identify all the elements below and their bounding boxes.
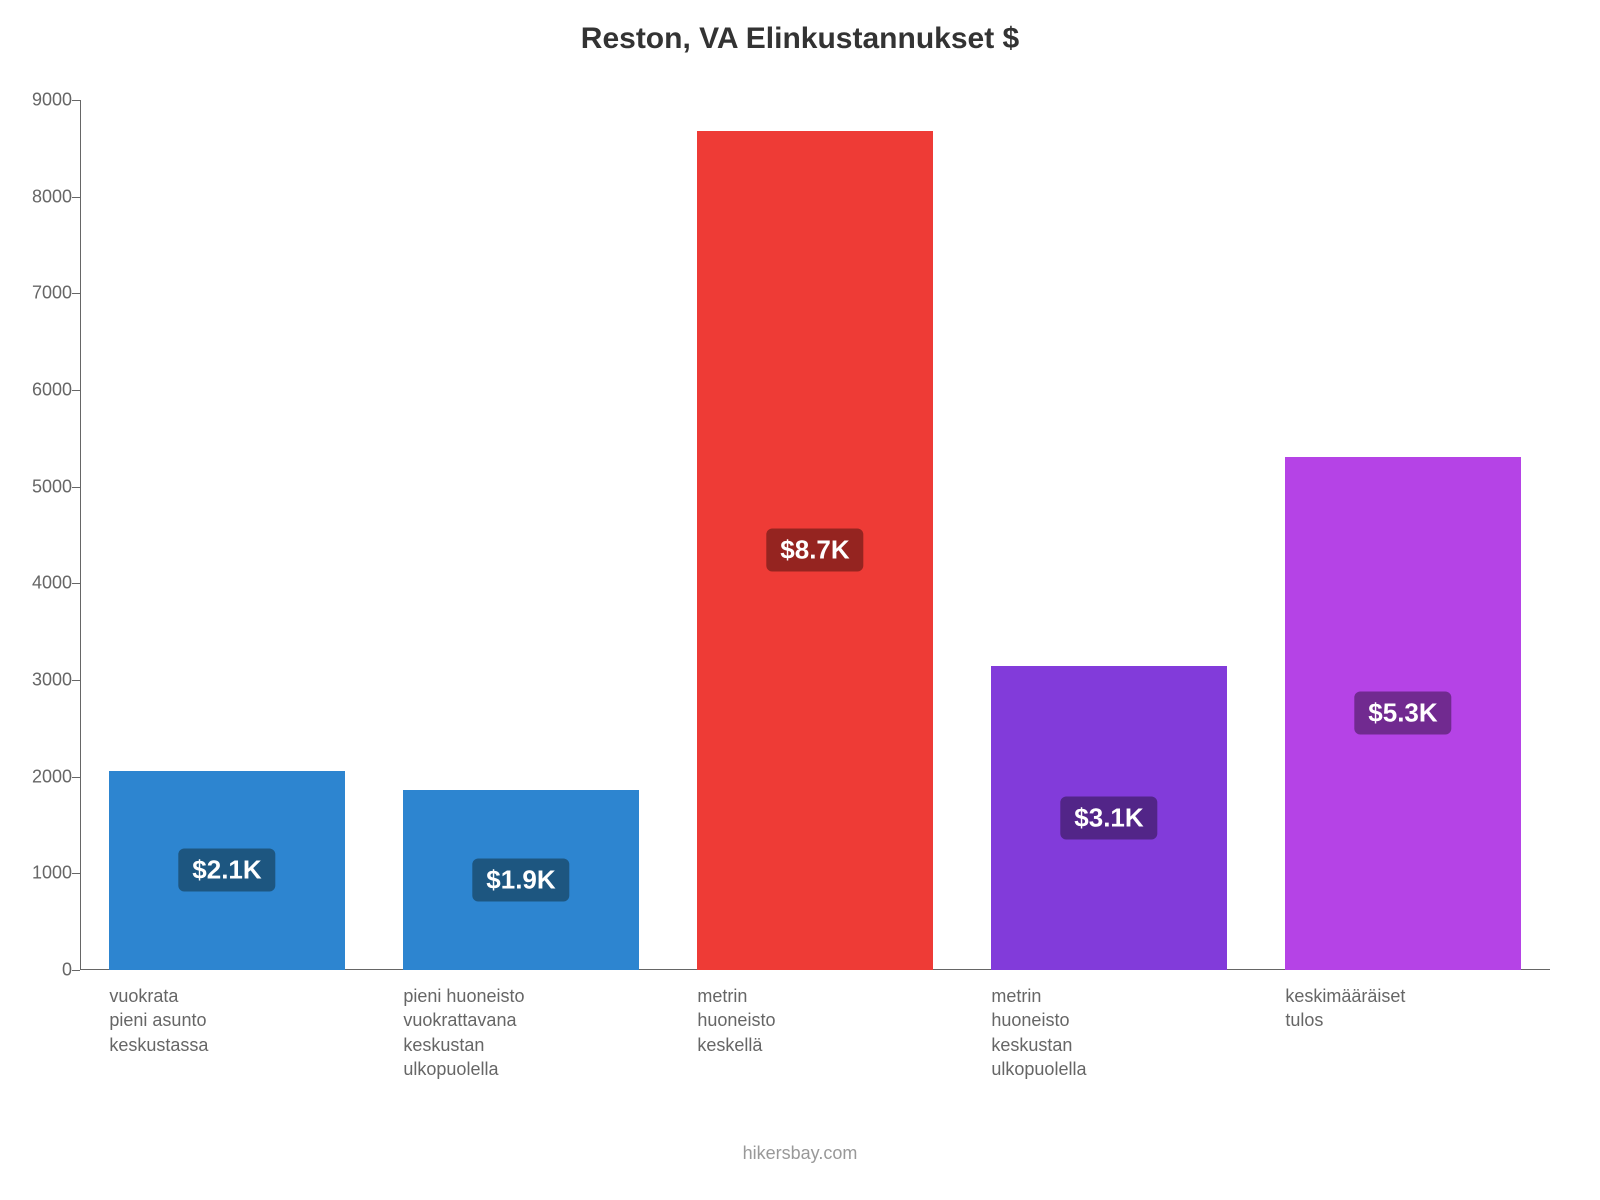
y-tick-label: 4000: [32, 573, 80, 594]
x-category-label: metrinhuoneistokeskellä: [697, 970, 932, 1057]
bar: $2.1K: [109, 771, 344, 970]
chart-footer: hikersbay.com: [0, 1143, 1600, 1164]
x-category-label-line: huoneisto: [991, 1008, 1226, 1032]
x-category-label-line: pieni asunto: [109, 1008, 344, 1032]
x-category-label-line: keskustan: [991, 1033, 1226, 1057]
x-category-label: pieni huoneistovuokrattavanakeskustanulk…: [403, 970, 638, 1081]
y-tick-label: 3000: [32, 670, 80, 691]
x-category-label-line: huoneisto: [697, 1008, 932, 1032]
x-category-label-line: vuokrata: [109, 984, 344, 1008]
x-category-label-line: keskimääräiset: [1285, 984, 1520, 1008]
x-category-label-line: pieni huoneisto: [403, 984, 638, 1008]
x-category-label-line: keskellä: [697, 1033, 932, 1057]
bar-value-badge: $3.1K: [1060, 797, 1157, 840]
chart-title: Reston, VA Elinkustannukset $: [0, 22, 1600, 56]
y-tick-label: 5000: [32, 476, 80, 497]
x-category-label-line: metrin: [991, 984, 1226, 1008]
y-tick-label: 2000: [32, 766, 80, 787]
y-tick-label: 0: [62, 960, 80, 981]
y-tick-label: 6000: [32, 380, 80, 401]
bar: $8.7K: [697, 131, 932, 970]
bar: $1.9K: [403, 790, 638, 970]
x-category-label: vuokratapieni asuntokeskustassa: [109, 970, 344, 1057]
x-category-label-line: keskustan: [403, 1033, 638, 1057]
x-category-label-line: ulkopuolella: [991, 1057, 1226, 1081]
y-tick-label: 8000: [32, 186, 80, 207]
x-category-label: keskimääräisettulos: [1285, 970, 1520, 1033]
bar: $5.3K: [1285, 457, 1520, 970]
y-tick-label: 1000: [32, 863, 80, 884]
bar-value-badge: $1.9K: [472, 859, 569, 902]
chart-container: Reston, VA Elinkustannukset $ 0100020003…: [0, 0, 1600, 1200]
y-axis: [80, 100, 81, 970]
bar: $3.1K: [991, 666, 1226, 970]
x-category-label: metrinhuoneistokeskustanulkopuolella: [991, 970, 1226, 1081]
bar-value-badge: $8.7K: [766, 529, 863, 572]
plot-area: 0100020003000400050006000700080009000$2.…: [80, 100, 1550, 970]
bar-value-badge: $5.3K: [1354, 692, 1451, 735]
bar-value-badge: $2.1K: [178, 849, 275, 892]
x-category-label-line: vuokrattavana: [403, 1008, 638, 1032]
x-category-label-line: tulos: [1285, 1008, 1520, 1032]
x-category-label-line: metrin: [697, 984, 932, 1008]
x-category-label-line: ulkopuolella: [403, 1057, 638, 1081]
x-category-label-line: keskustassa: [109, 1033, 344, 1057]
y-tick-label: 9000: [32, 90, 80, 111]
y-tick-label: 7000: [32, 283, 80, 304]
